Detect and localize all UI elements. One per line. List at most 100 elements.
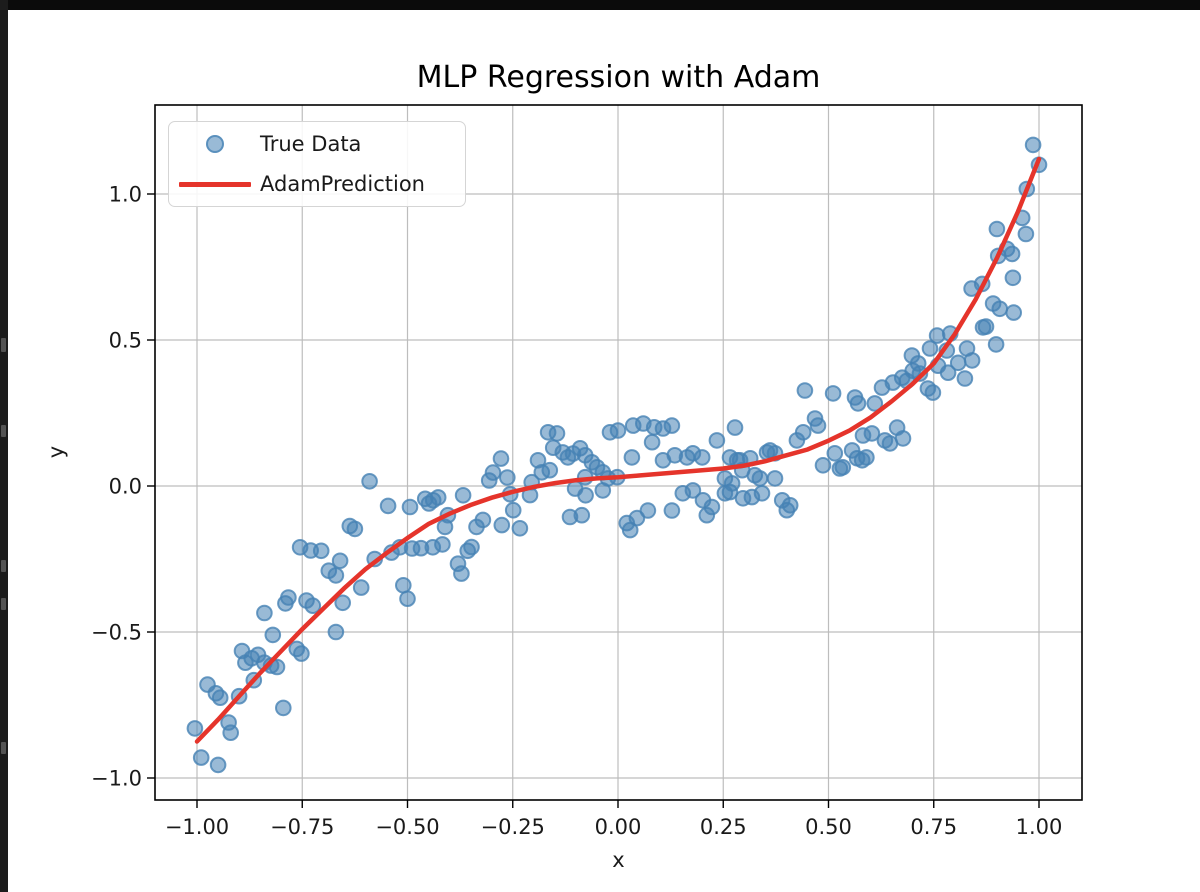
scatter-point: [863, 425, 881, 442]
prediction-curve: [194, 156, 1042, 744]
scatter-series: [186, 136, 1048, 774]
scatter-point: [949, 354, 967, 372]
legend-label: AdamPrediction: [260, 172, 425, 197]
scatter-point: [826, 445, 844, 462]
scatter-point: [991, 300, 1009, 318]
x-tick-label: 0.00: [595, 815, 642, 839]
scatter-point: [1004, 269, 1022, 287]
scatter-point: [484, 464, 502, 481]
scatter-point: [573, 506, 591, 524]
scatter-point: [794, 424, 812, 441]
scatter-point: [796, 382, 814, 399]
x-tick-label: 0.25: [700, 815, 747, 839]
scatter-point: [463, 538, 480, 556]
scatter-point: [866, 395, 884, 412]
scatter-point: [849, 395, 867, 412]
scatter-point: [609, 422, 627, 439]
scatter-point: [623, 449, 641, 466]
scatter-point: [939, 364, 957, 382]
scatter-point: [331, 552, 349, 570]
y-axis-label: y: [44, 445, 68, 459]
x-tick-label: −0.50: [375, 815, 439, 839]
scatter-point: [275, 699, 292, 717]
scatter-point: [256, 604, 273, 622]
scatter-point: [186, 720, 204, 737]
scatter-point: [577, 487, 594, 504]
scatter-point: [334, 594, 352, 612]
scatter-point: [639, 502, 657, 519]
scatter-point: [1005, 304, 1023, 321]
scatter-point: [921, 340, 939, 357]
scatter-point: [474, 511, 492, 529]
scatter-point: [766, 470, 784, 487]
x-tick-label: −1.00: [165, 815, 229, 839]
scatter-point: [312, 542, 330, 560]
scatter-point: [753, 485, 771, 502]
scatter-point: [963, 352, 981, 369]
scatter-point: [499, 469, 516, 486]
x-tick-label: −0.75: [270, 815, 334, 839]
left-strip-glyph: [1, 338, 6, 352]
scatter-point: [429, 489, 447, 506]
scatter-point: [663, 502, 681, 519]
legend-item-true-data: True Data: [169, 125, 465, 163]
scatter-point: [781, 497, 799, 514]
legend-item-adam-prediction: AdamPrediction: [169, 165, 465, 203]
legend-marker-box: [178, 182, 252, 187]
scatter-point: [280, 589, 297, 606]
scatter-point: [222, 724, 239, 742]
scatter-point: [304, 597, 322, 615]
grid-lines: [155, 105, 1082, 800]
scatter-point: [453, 565, 470, 582]
legend-marker-box: [178, 134, 252, 153]
scatter-point: [264, 626, 282, 644]
left-strip-glyph: [1, 425, 6, 437]
scatter-point: [548, 425, 566, 442]
left-strip-glyph: [1, 742, 6, 754]
scatter-point: [209, 756, 227, 774]
left-strip-glyph: [1, 560, 6, 572]
scatter-point: [352, 579, 370, 596]
scatter-point: [824, 385, 842, 402]
scatter-point: [379, 497, 397, 515]
scatter-point: [987, 336, 1005, 353]
scatter-point: [956, 370, 974, 387]
scatter-point: [192, 749, 210, 766]
legend-label: True Data: [260, 131, 362, 156]
scatter-point: [834, 459, 852, 476]
scatter-point: [628, 509, 646, 527]
x-tick-label: 0.50: [805, 815, 852, 839]
scatter-point: [643, 433, 661, 451]
tick-marks: [147, 193, 1040, 808]
y-tick-label: −0.5: [91, 621, 142, 645]
scatter-point: [708, 432, 726, 449]
scatter-point: [726, 419, 744, 436]
scatter-point: [454, 487, 472, 504]
scatter-point: [751, 470, 769, 487]
scatter-point: [663, 417, 681, 434]
scatter-point: [1017, 225, 1035, 243]
left-strip-glyph: [1, 598, 6, 610]
left-edge-strip: [0, 0, 8, 892]
scatter-point: [361, 473, 378, 490]
scatter-point: [492, 450, 510, 467]
scatter-point: [684, 482, 702, 499]
scatter-point: [327, 623, 345, 641]
legend: True Data AdamPrediction: [168, 121, 466, 207]
scatter-point: [1024, 136, 1042, 154]
scatter-point: [211, 689, 229, 707]
chart-title: MLP Regression with Adam: [416, 60, 821, 95]
top-bar: [0, 0, 1200, 10]
y-tick-label: 0.0: [109, 475, 142, 499]
tick-labels: −1.00 −0.75 −0.50 −0.25 0.00 0.25 0.50 0.75 1.00…: [91, 183, 1062, 840]
scatter-point: [703, 498, 721, 516]
x-tick-label: 1.00: [1016, 815, 1063, 839]
scatter-point: [723, 475, 741, 492]
y-tick-label: 1.0: [109, 183, 142, 207]
x-tick-label: 0.75: [910, 815, 957, 839]
scatter-point: [858, 449, 875, 466]
x-axis-label: x: [612, 848, 625, 872]
scatter-point: [399, 590, 416, 608]
